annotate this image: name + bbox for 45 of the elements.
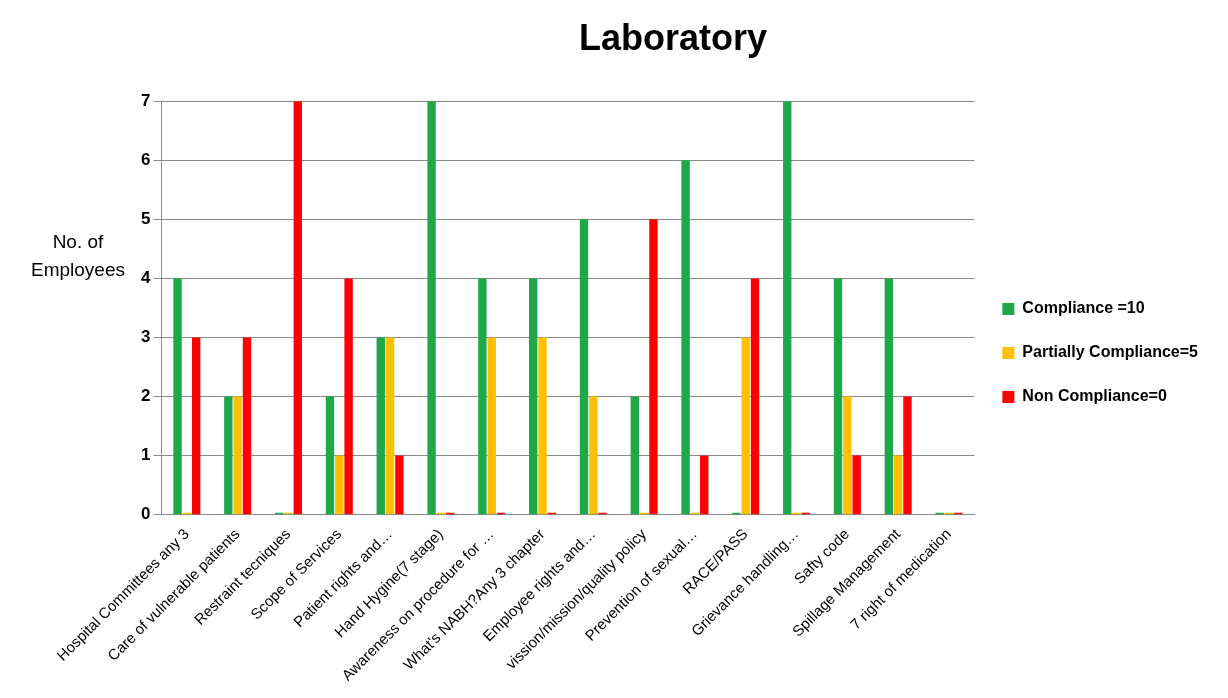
bar bbox=[538, 337, 547, 515]
bar bbox=[903, 396, 912, 515]
y-tick-label: 5 bbox=[140, 209, 151, 229]
y-tick-label: 7 bbox=[140, 90, 151, 110]
bar bbox=[233, 396, 242, 515]
bar bbox=[293, 101, 302, 515]
bar bbox=[224, 396, 233, 515]
bar bbox=[843, 396, 852, 515]
legend-label: Compliance =10 bbox=[1022, 299, 1145, 317]
bar bbox=[385, 337, 395, 515]
bar bbox=[376, 337, 385, 515]
bar bbox=[783, 101, 792, 515]
bar bbox=[681, 160, 690, 515]
y-tick-label: 0 bbox=[140, 504, 151, 524]
y-tick-label: 2 bbox=[140, 386, 151, 406]
bar bbox=[427, 101, 436, 515]
chart-title: Laboratory bbox=[578, 16, 768, 58]
bar bbox=[335, 455, 344, 515]
y-tick-label: 6 bbox=[140, 149, 151, 169]
bar bbox=[395, 455, 404, 515]
bar bbox=[833, 278, 843, 515]
legend-label: Partially Compliance=5 bbox=[1022, 343, 1199, 361]
bar bbox=[700, 455, 709, 515]
bar bbox=[649, 219, 658, 515]
bar bbox=[893, 455, 903, 515]
bar bbox=[478, 278, 487, 515]
bar bbox=[487, 337, 496, 515]
bar bbox=[852, 455, 861, 515]
y-tick-label: 4 bbox=[140, 268, 151, 288]
bar bbox=[173, 278, 182, 515]
bar bbox=[579, 219, 589, 515]
bar bbox=[325, 396, 335, 515]
bar bbox=[630, 396, 639, 515]
bar bbox=[750, 278, 760, 515]
bar bbox=[741, 337, 750, 515]
legend-label: Non Compliance=0 bbox=[1022, 387, 1167, 405]
y-tick-label: 1 bbox=[140, 445, 151, 465]
bar bbox=[191, 337, 201, 515]
bar bbox=[529, 278, 538, 515]
y-axis-title: No. of Employees bbox=[30, 230, 126, 282]
bar bbox=[884, 278, 894, 515]
bar bbox=[344, 278, 353, 515]
y-tick-label: 3 bbox=[140, 327, 151, 347]
bar bbox=[242, 337, 252, 515]
bar bbox=[589, 396, 598, 515]
